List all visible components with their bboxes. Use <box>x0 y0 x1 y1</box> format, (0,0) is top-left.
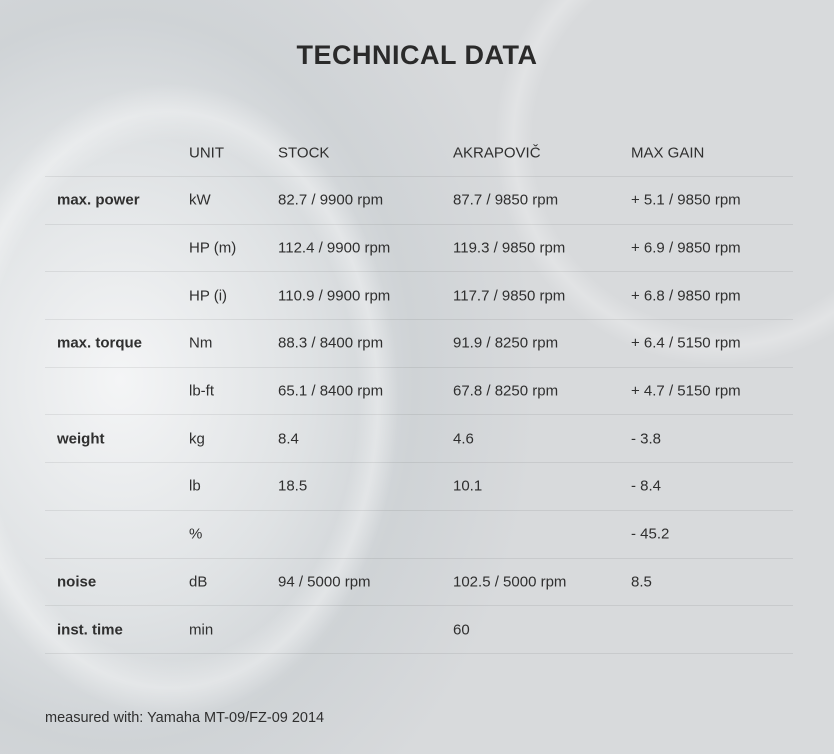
max-gain-value: + 6.4 / 5150 rpm <box>631 334 741 352</box>
footnote: measured with: Yamaha MT-09/FZ-09 2014 <box>45 710 325 726</box>
unit: kW <box>189 191 211 209</box>
max-gain-value: + 6.8 / 9850 rpm <box>631 287 741 305</box>
max-gain-value: - 3.8 <box>631 430 662 448</box>
stock-value: 18.5 <box>278 477 308 495</box>
akrapovic-value: 4.6 <box>453 430 474 448</box>
table-row: lb 18.5 10.1 - 8.4 <box>45 463 793 511</box>
akrapovic-value: 10.1 <box>453 477 483 495</box>
header-unit: UNIT <box>189 144 224 162</box>
unit: HP (m) <box>189 239 237 257</box>
stock-value: 8.4 <box>278 430 299 448</box>
table-row: % - 45.2 <box>45 511 793 559</box>
stock-value: 112.4 / 9900 rpm <box>278 239 391 257</box>
akrapovic-value: 119.3 / 9850 rpm <box>453 239 566 257</box>
stock-value: 88.3 / 8400 rpm <box>278 334 384 352</box>
header-stock: STOCK <box>278 144 330 162</box>
unit: lb-ft <box>189 382 215 400</box>
stock-value: 94 / 5000 rpm <box>278 573 371 591</box>
unit: min <box>189 621 214 639</box>
row-label: max. power <box>57 191 140 209</box>
row-label: inst. time <box>57 621 123 639</box>
unit: lb <box>189 477 201 495</box>
max-gain-value: 8.5 <box>631 573 652 591</box>
table-row: HP (m) 112.4 / 9900 rpm 119.3 / 9850 rpm + … <box>45 225 793 273</box>
table-row: max. power kW 82.7 / 9900 rpm 87.7 / 9850 r… <box>45 177 793 225</box>
max-gain-value: - 45.2 <box>631 525 670 543</box>
akrapovic-value: 60 <box>453 621 470 639</box>
table-row: HP (i) 110.9 / 9900 rpm 117.7 / 9850 rpm + … <box>45 272 793 321</box>
unit: dB <box>189 573 208 591</box>
unit: kg <box>189 430 205 448</box>
stock-value: 65.1 / 8400 rpm <box>278 382 384 400</box>
table-row: noise dB 94 / 5000 rpm 102.5 / 5000 rpm 8.5 <box>45 559 793 607</box>
page-title: TECHNICAL DATA <box>296 40 538 70</box>
unit: HP (i) <box>189 287 228 305</box>
unit: % <box>189 525 203 543</box>
row-label: max. torque <box>57 334 143 352</box>
stock-value: 110.9 / 9900 rpm <box>278 287 391 305</box>
header-akrapovic: AKRAPOVIČ <box>453 144 541 162</box>
table-row: max. torque Nm 88.3 / 8400 rpm 91.9 / 8250 … <box>45 320 793 368</box>
max-gain-value: + 4.7 / 5150 rpm <box>631 382 741 400</box>
akrapovic-value: 67.8 / 8250 rpm <box>453 382 559 400</box>
technical-data-table: UNIT STOCK AKRAPOVIČ MAX GAIN max. power… <box>45 130 793 654</box>
row-label: weight <box>57 430 105 448</box>
unit: Nm <box>189 334 213 352</box>
max-gain-value: - 8.4 <box>631 477 662 495</box>
table-row: weight kg 8.4 4.6 - 3.8 <box>45 415 793 464</box>
stock-value: 82.7 / 9900 rpm <box>278 191 384 209</box>
akrapovic-value: 91.9 / 8250 rpm <box>453 334 559 352</box>
table-row: lb-ft 65.1 / 8400 rpm 67.8 / 8250 rpm + 4.7… <box>45 368 793 416</box>
table-row: inst. time min 60 <box>45 606 793 654</box>
row-label: noise <box>57 573 97 591</box>
akrapovic-value: 117.7 / 9850 rpm <box>453 287 566 305</box>
table-header: UNIT STOCK AKRAPOVIČ MAX GAIN <box>45 130 793 177</box>
max-gain-value: + 5.1 / 9850 rpm <box>631 191 741 209</box>
akrapovic-value: 87.7 / 9850 rpm <box>453 191 559 209</box>
akrapovic-value: 102.5 / 5000 rpm <box>453 573 567 591</box>
header-max-gain: MAX GAIN <box>631 144 705 162</box>
max-gain-value: + 6.9 / 9850 rpm <box>631 239 741 257</box>
